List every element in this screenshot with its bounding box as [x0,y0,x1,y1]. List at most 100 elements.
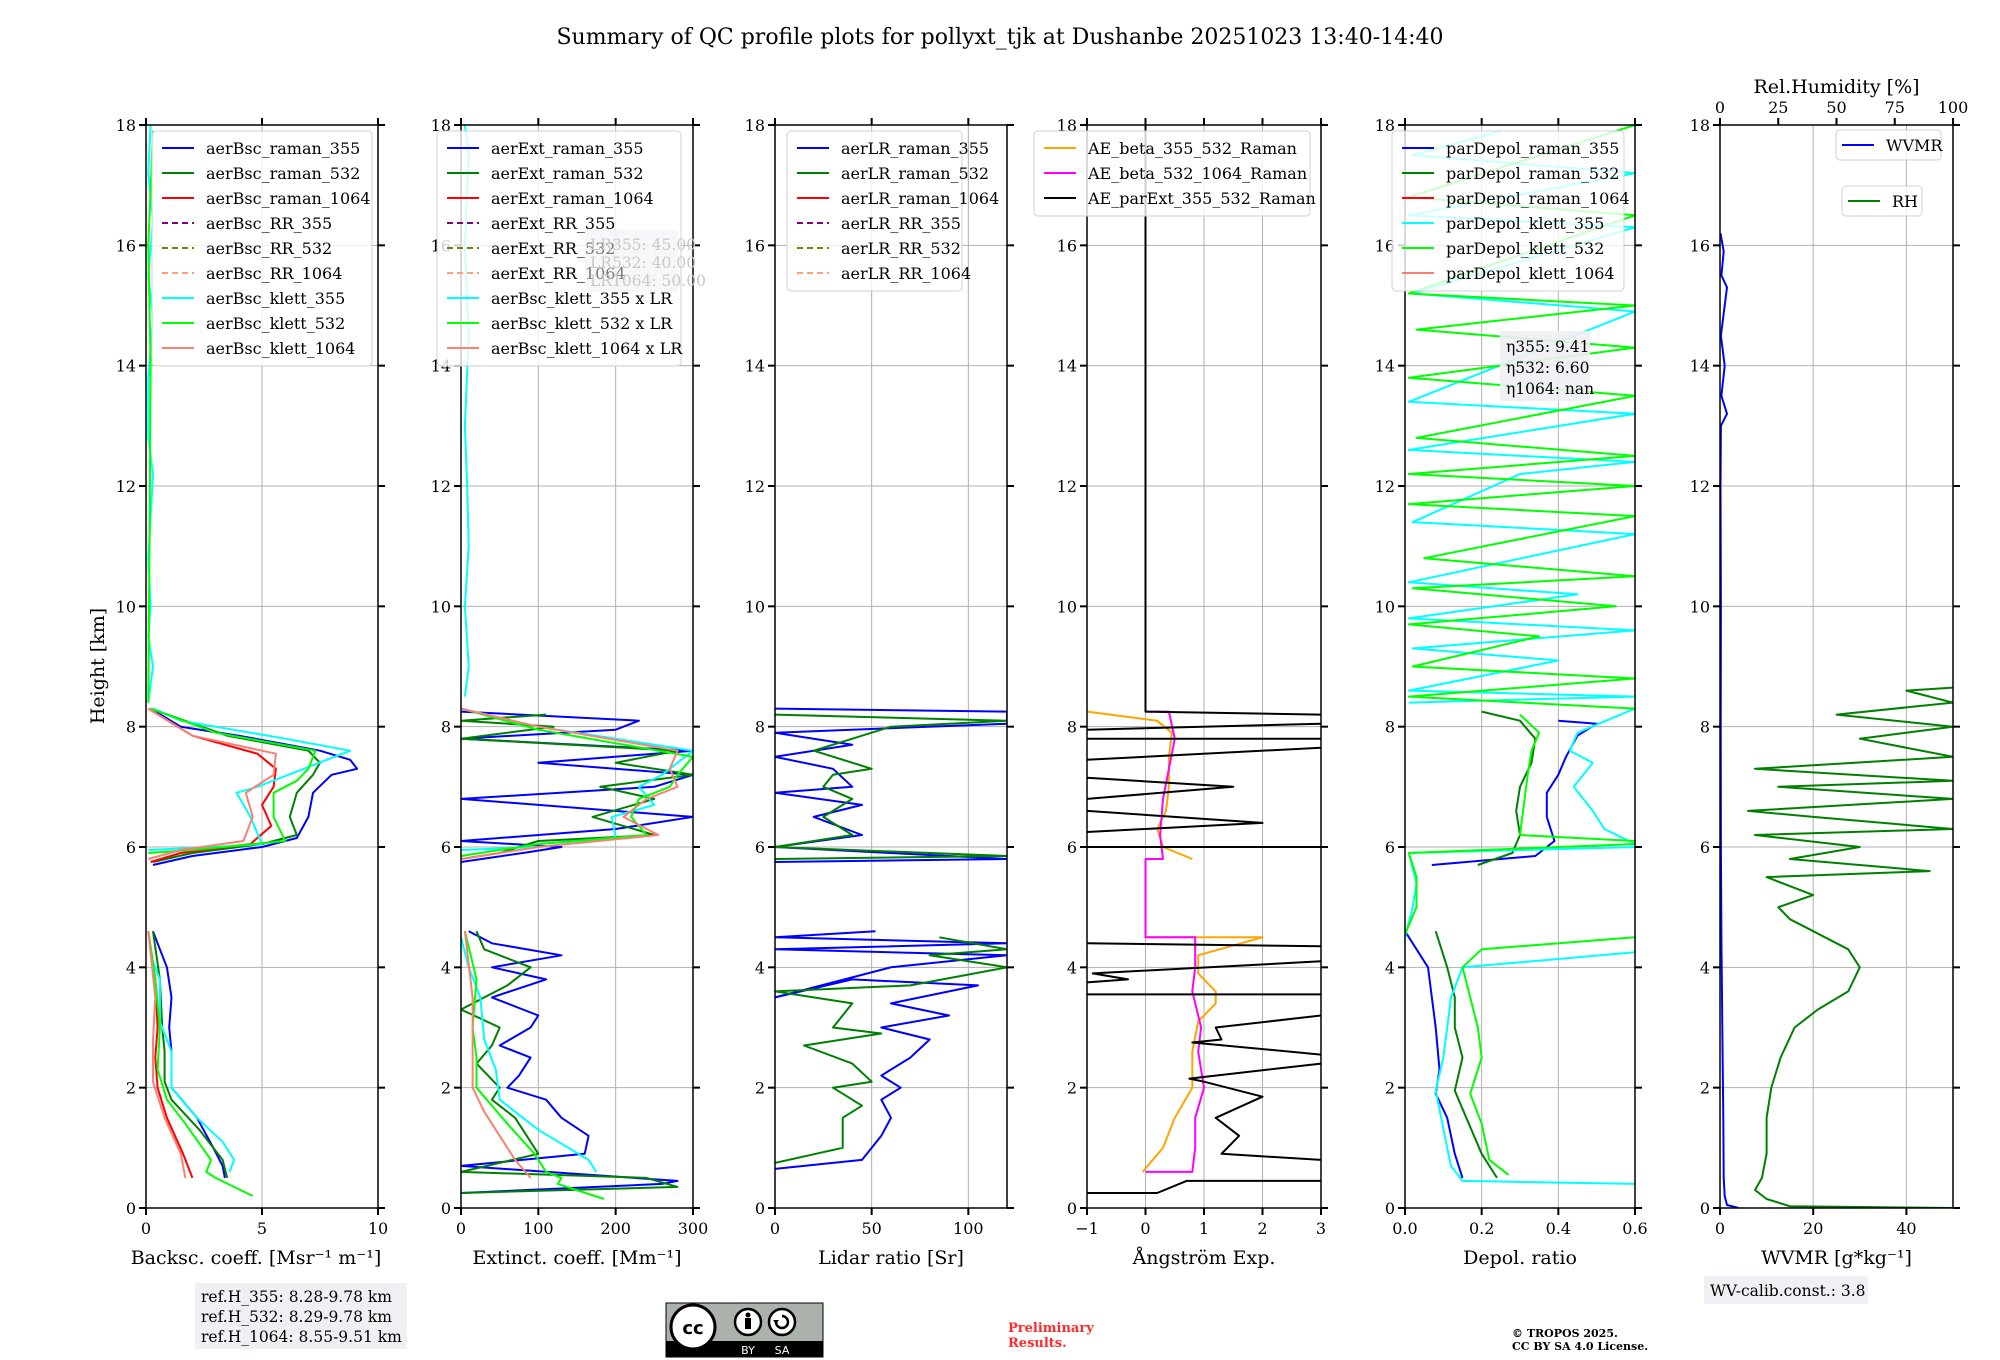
series-line-parDepol_klett_532 [1461,936,1635,1176]
series-line-AE_parExt_355_532_Raman [1188,1062,1321,1161]
x-tick-label: 100 [523,1219,554,1238]
legend-box [786,130,963,292]
y-tick-label: 4 [1385,958,1395,977]
legend-label: parDepol_klett_1064 [1446,264,1615,283]
legend-label: parDepol_klett_355 [1446,214,1604,233]
y-tick-label: 10 [1690,597,1710,616]
legend-box [436,130,682,367]
legend-label: parDepol_raman_355 [1446,139,1619,158]
ref-height-line: ref.H_1064: 8.55-9.51 km [201,1328,402,1346]
axes-frame [460,124,694,1209]
x-top-tick-label: 0 [1715,98,1725,117]
x-tick-label: 300 [678,1219,709,1238]
lr-annotation-line: LR355: 45.00 [590,236,696,254]
y-tick-label: 4 [126,958,136,977]
legend-label: aerBsc_raman_1064 [206,189,371,208]
y-tick-label: 16 [745,236,765,255]
y-tick-label: 8 [1385,718,1395,737]
y-tick-label: 2 [1700,1079,1710,1098]
x-tick-label: 3 [1316,1219,1326,1238]
y-tick-label: 14 [1690,357,1710,376]
y-tick-label: 12 [745,477,765,496]
series-group [775,707,1007,1170]
legend-label: parDepol_raman_1064 [1446,189,1630,208]
y-tick-label: 16 [1057,236,1077,255]
legend-label: aerLR_RR_355 [841,214,961,233]
series-line-aerExt_raman_355 [461,930,679,1194]
x-tick-label: 5 [257,1219,267,1238]
series-line-parDepol_klett_532 [1519,713,1635,842]
y-tick-label: 4 [441,958,451,977]
series-line-aerBsc_klett_532 x LR [463,930,605,1200]
legend-box [151,130,373,367]
legend-label: aerBsc_RR_1064 [206,264,342,283]
series-group [461,125,693,1200]
x-tick-label: 0.6 [1622,1219,1647,1238]
series-line-aerBsc_klett_532 [147,130,154,703]
eta-annotation-line: η355: 9.41 [1506,338,1590,356]
panel-depolarization: 0 2 4 6 8 10 12 14 16 18 0.0 0.2 0.4 0.6 Depol. ratio p… [1375,116,1648,1269]
series-line-AE_parExt_355_532_Raman [1087,1179,1321,1194]
y-tick-label: 8 [1700,718,1710,737]
legend: aerLR_raman_355 aerLR_raman_532 aerLR_rama… [786,130,999,292]
preliminary-label-line2: Results. [1008,1336,1067,1351]
x-tick-label: 0 [141,1219,151,1238]
wv-calib-box: WV-calib.const.: 3.8 [1704,1276,1868,1304]
series-line-aerLR_raman_532 [775,713,1007,860]
x-tick-label: 0.0 [1392,1219,1417,1238]
series-line-parDepol_raman_532 [1434,930,1498,1179]
axes-frame [1404,124,1636,1209]
y-tick-label: 6 [1385,838,1395,857]
y-tick-label: 2 [126,1079,136,1098]
legend-label: aerLR_raman_1064 [841,189,999,208]
y-tick-label: 0 [126,1199,136,1218]
y-tick-label: 6 [126,838,136,857]
y-tick-label: 12 [1057,477,1077,496]
legend-label: aerBsc_klett_1064 [206,339,355,358]
eta-annotation-line: η532: 6.60 [1506,359,1590,377]
legend-label: aerLR_RR_532 [841,239,961,258]
series-line-AE_parExt_355_532_Raman [1087,809,1264,833]
y-tick-label: 16 [1375,236,1395,255]
y-tick-label: 2 [755,1079,765,1098]
series-line-AE_parExt_355_532_Raman [1144,125,1321,716]
series-line-parDepol_raman_532 [1477,710,1537,866]
series-line-aerBsc_klett_1064 x LR [463,931,532,1179]
legend-RH: RH [1841,185,1923,217]
y-tick-label: 10 [431,597,451,616]
badge-label-sa: SA [775,1344,790,1357]
series-group [1087,125,1321,1194]
series-line-AE_parExt_355_532_Raman [1087,722,1321,731]
x-tick-label: 40 [1896,1219,1916,1238]
cc-by-sa-badge[interactable]: cc BY SA [665,1302,824,1358]
panels: 0 2 4 6 8 10 12 14 16 18 0 5 10 Backsc. coeff. [Msr⁻¹… [116,76,1969,1269]
y-tick-label: 8 [755,718,765,737]
legend: parDepol_raman_355 parDepol_raman_532 parD… [1391,130,1630,292]
legend-label: aerBsc_klett_532 [206,314,345,333]
legend-box [1391,130,1625,292]
x-top-tick-label: 50 [1826,98,1846,117]
series-line-aerBsc_klett_355 x LR [461,937,598,1173]
axes-frame [774,124,1008,1209]
x-axis-label: WVMR [g*kg⁻¹] [1761,1247,1912,1269]
series-line-aerBsc_klett_1064 [147,931,187,1179]
y-tick-label: 6 [1067,838,1077,857]
y-tick-label: 12 [1375,477,1395,496]
series-line-parDepol_klett_355 [1434,951,1635,1185]
x-tick-label: 0.2 [1469,1219,1494,1238]
x-tick-label: 0 [1715,1219,1725,1238]
x-axis-label: Backsc. coeff. [Msr⁻¹ m⁻¹] [131,1247,382,1269]
legend-label: aerLR_raman_532 [841,164,989,183]
y-tick-label: 10 [745,597,765,616]
x-tick-label: 50 [861,1219,881,1238]
y-tick-label: 16 [116,236,136,255]
y-tick-label: 14 [116,357,136,376]
y-tick-label: 4 [755,958,765,977]
x-tick-label: 200 [600,1219,631,1238]
series-line-parDepol_klett_532 [1405,843,1635,935]
legend-label: AE_beta_532_1064_Raman [1087,164,1307,183]
legend: aerBsc_raman_355 aerBsc_raman_532 aerBsc_r… [151,130,373,367]
x-tick-label: 0.4 [1546,1219,1571,1238]
legend-box [1835,129,1942,161]
y-tick-label: 18 [116,116,136,135]
